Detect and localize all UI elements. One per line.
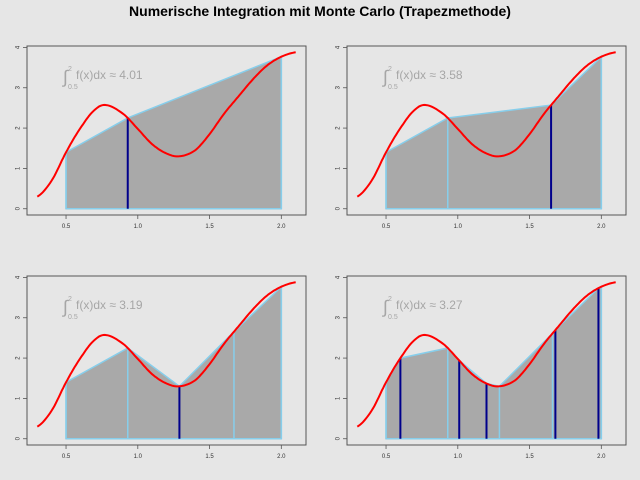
y-tick-label: 0 <box>336 206 342 210</box>
chart-title: Numerische Integration mit Monte Carlo (… <box>129 3 511 19</box>
integral-estimate: f(x)dx ≈ 4.01 <box>76 68 143 82</box>
integral-lower-bound: 0.5 <box>388 84 398 91</box>
x-tick-label: 0.5 <box>62 454 71 460</box>
y-tick-label: 0 <box>16 206 22 210</box>
x-tick-label: 2.0 <box>277 224 286 230</box>
y-tick-label: 4 <box>16 275 22 279</box>
y-tick-label: 2 <box>16 356 22 360</box>
x-tick-label: 1.5 <box>205 224 214 230</box>
integral-lower-bound: 0.5 <box>68 84 78 91</box>
integral-sign: ∫ <box>381 297 389 317</box>
x-tick-label: 1.0 <box>134 454 143 460</box>
function-curve <box>36 51 296 198</box>
y-tick-label: 1 <box>16 166 22 170</box>
y-tick-label: 3 <box>336 315 342 319</box>
integral-sign: ∫ <box>61 297 69 317</box>
integral-upper-bound: 2 <box>388 296 392 303</box>
function-curve <box>356 51 616 198</box>
y-tick-label: 3 <box>336 85 342 89</box>
integral-estimate: f(x)dx ≈ 3.58 <box>396 68 463 82</box>
x-tick-label: 0.5 <box>62 224 71 230</box>
y-tick-label: 0 <box>16 436 22 440</box>
integral-lower-bound: 0.5 <box>68 314 78 321</box>
integral-sign: ∫ <box>61 67 69 87</box>
y-tick-label: 2 <box>16 126 22 130</box>
x-tick-label: 1.5 <box>205 454 214 460</box>
x-tick-label: 1.5 <box>525 454 534 460</box>
x-tick-label: 0.5 <box>382 224 391 230</box>
integral-estimate: f(x)dx ≈ 3.19 <box>76 298 143 312</box>
y-tick-label: 3 <box>16 315 22 319</box>
integral-upper-bound: 2 <box>68 66 72 73</box>
x-tick-label: 1.5 <box>525 224 534 230</box>
y-tick-label: 4 <box>16 45 22 49</box>
integral-estimate: f(x)dx ≈ 3.27 <box>396 298 463 312</box>
y-tick-label: 1 <box>16 396 22 400</box>
x-tick-label: 1.0 <box>454 224 463 230</box>
x-tick-label: 2.0 <box>597 454 606 460</box>
integral-lower-bound: 0.5 <box>388 314 398 321</box>
x-tick-label: 0.5 <box>382 454 391 460</box>
x-tick-label: 1.0 <box>134 224 143 230</box>
y-tick-label: 3 <box>16 85 22 89</box>
integral-upper-bound: 2 <box>68 296 72 303</box>
integral-sign: ∫ <box>381 67 389 87</box>
trapezoid-area <box>65 284 283 440</box>
y-tick-label: 4 <box>336 45 342 49</box>
y-tick-label: 1 <box>336 396 342 400</box>
y-tick-label: 1 <box>336 166 342 170</box>
x-tick-label: 1.0 <box>454 454 463 460</box>
function-curve <box>36 281 296 428</box>
function-curve <box>356 281 616 428</box>
y-tick-label: 2 <box>336 126 342 130</box>
y-tick-label: 4 <box>336 275 342 279</box>
y-tick-label: 2 <box>336 356 342 360</box>
x-tick-label: 2.0 <box>597 224 606 230</box>
integral-upper-bound: 2 <box>388 66 392 73</box>
y-tick-label: 0 <box>336 436 342 440</box>
x-tick-label: 2.0 <box>277 454 286 460</box>
